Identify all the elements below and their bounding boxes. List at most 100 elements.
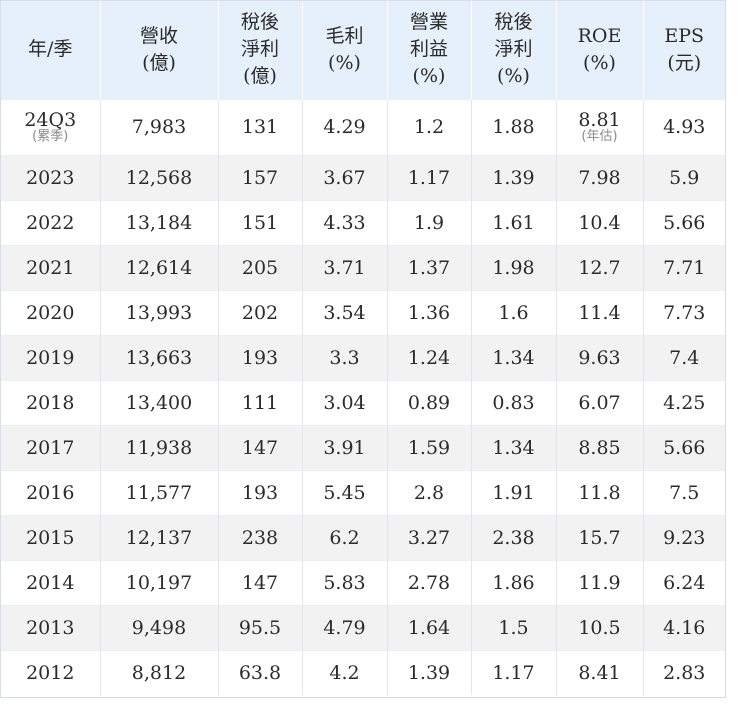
header-net-income-line: (億) (243, 65, 277, 88)
cell-net-margin: 1.34 (471, 424, 557, 470)
cell-net-income: 131 (218, 98, 303, 155)
cell-operating-margin: 1.2 (387, 98, 472, 155)
cell-net-margin: 1.39 (471, 154, 557, 200)
cell-revenue: 13,993 (100, 289, 219, 335)
cell-period: 2017 (1, 424, 101, 470)
cell-roe: 7.98 (556, 154, 644, 200)
cell-net-margin: 1.86 (471, 559, 557, 605)
cell-eps: 5.66 (643, 424, 725, 470)
cell-net-income: 205 (218, 244, 303, 290)
cell-gross-margin: 6.2 (302, 514, 388, 560)
cell-gross-margin: 5.83 (302, 559, 388, 605)
cell-net-income: 151 (218, 199, 303, 245)
header-operating-margin: 營業 利益 (%) (387, 1, 472, 99)
cell-roe: 15.7 (556, 514, 644, 560)
cell-roe: 9.63 (556, 334, 644, 380)
table-row: 2014 10,197 147 5.83 2.78 1.86 11.9 6.24 (1, 559, 725, 605)
header-gross-margin-line: 毛利 (325, 24, 364, 47)
cell-roe: 12.7 (556, 244, 644, 290)
cell-net-income: 193 (218, 469, 303, 515)
cell-gross-margin: 4.79 (302, 604, 388, 650)
cell-gross-margin: 3.91 (302, 424, 388, 470)
cell-revenue: 13,663 (100, 334, 219, 380)
header-net-margin-line: 稅後 (494, 11, 533, 34)
header-net-margin-line: (%) (497, 65, 530, 88)
cell-eps: 6.24 (643, 559, 725, 605)
cell-roe: 6.07 (556, 379, 644, 425)
cell-operating-margin: 1.59 (387, 424, 472, 470)
cell-net-margin: 1.91 (471, 469, 557, 515)
period-label: 24Q3 (24, 108, 77, 131)
cell-operating-margin: 1.64 (387, 604, 472, 650)
cell-period: 2018 (1, 379, 101, 425)
cell-net-income: 202 (218, 289, 303, 335)
table-row: 2015 12,137 238 6.2 3.27 2.38 15.7 9.23 (1, 514, 725, 560)
header-net-margin: 稅後 淨利 (%) (471, 1, 557, 99)
cell-period: 2019 (1, 334, 101, 380)
cell-period: 2012 (1, 649, 101, 695)
cell-roe: 8.85 (556, 424, 644, 470)
cell-operating-margin: 2.8 (387, 469, 472, 515)
cell-period: 2016 (1, 469, 101, 515)
header-revenue-line: 營收 (139, 24, 178, 47)
cell-roe: 11.4 (556, 289, 644, 335)
cell-net-income: 147 (218, 559, 303, 605)
cell-gross-margin: 3.71 (302, 244, 388, 290)
cell-revenue: 7,983 (100, 98, 219, 155)
header-gross-margin-line: (%) (328, 51, 361, 74)
cell-period: 24Q3 (累季) (1, 98, 101, 155)
cell-roe: 8.41 (556, 649, 644, 695)
cell-operating-margin: 1.24 (387, 334, 472, 380)
table-row: 2022 13,184 151 4.33 1.9 1.61 10.4 5.66 (1, 199, 725, 245)
cell-net-income: 147 (218, 424, 303, 470)
cell-operating-margin: 1.36 (387, 289, 472, 335)
cell-revenue: 11,938 (100, 424, 219, 470)
cell-roe: 8.81 (年估) (556, 98, 644, 155)
table-row: 2023 12,568 157 3.67 1.17 1.39 7.98 5.9 (1, 154, 725, 200)
roe-value: 8.81 (578, 108, 621, 131)
cell-eps: 5.66 (643, 199, 725, 245)
period-note: (累季) (32, 128, 69, 144)
table-header-row: 年/季 營收 (億) 稅後 淨利 (億) 毛利 (%) 營業 利益 (%) 稅後 淨利 (%) ROE (%)… (1, 1, 725, 99)
header-roe: ROE (%) (556, 1, 644, 99)
cell-operating-margin: 0.89 (387, 379, 472, 425)
cell-net-margin: 1.6 (471, 289, 557, 335)
cell-revenue: 12,568 (100, 154, 219, 200)
cell-gross-margin: 3.04 (302, 379, 388, 425)
cell-eps: 7.5 (643, 469, 725, 515)
header-revenue: 營收 (億) (100, 1, 219, 99)
header-net-income-line: 淨利 (240, 38, 279, 61)
cell-revenue: 13,184 (100, 199, 219, 245)
header-eps-line: (元) (667, 51, 702, 74)
cell-gross-margin: 5.45 (302, 469, 388, 515)
header-operating-margin-line: 營業 (409, 11, 448, 34)
cell-net-margin: 1.17 (471, 649, 557, 695)
header-net-income-line: 稅後 (240, 11, 279, 34)
table-row: 2018 13,400 111 3.04 0.89 0.83 6.07 4.25 (1, 379, 725, 425)
table-row: 2021 12,614 205 3.71 1.37 1.98 12.7 7.71 (1, 244, 725, 290)
cell-roe: 11.9 (556, 559, 644, 605)
cell-net-income: 111 (218, 379, 303, 425)
table-row: 2012 8,812 63.8 4.2 1.39 1.17 8.41 2.83 (1, 649, 725, 695)
cell-revenue: 12,614 (100, 244, 219, 290)
table-row: 2013 9,498 95.5 4.79 1.64 1.5 10.5 4.16 (1, 604, 725, 650)
roe-note: (年估) (581, 128, 618, 144)
header-eps: EPS (元) (643, 1, 725, 99)
table-row: 2019 13,663 193 3.3 1.24 1.34 9.63 7.4 (1, 334, 725, 380)
cell-gross-margin: 4.2 (302, 649, 388, 695)
cell-roe: 10.5 (556, 604, 644, 650)
financial-table-container: 年/季 營收 (億) 稅後 淨利 (億) 毛利 (%) 營業 利益 (%) 稅後 淨利 (%) ROE (%)… (0, 0, 726, 698)
cell-eps: 4.16 (643, 604, 725, 650)
cell-net-income: 157 (218, 154, 303, 200)
cell-gross-margin: 3.3 (302, 334, 388, 380)
cell-net-margin: 1.88 (471, 98, 557, 155)
table-row: 2016 11,577 193 5.45 2.8 1.91 11.8 7.5 (1, 469, 725, 515)
cell-eps: 7.71 (643, 244, 725, 290)
header-gross-margin: 毛利 (%) (302, 1, 388, 99)
cell-gross-margin: 4.33 (302, 199, 388, 245)
cell-net-margin: 2.38 (471, 514, 557, 560)
cell-revenue: 13,400 (100, 379, 219, 425)
cell-operating-margin: 1.9 (387, 199, 472, 245)
cell-roe: 10.4 (556, 199, 644, 245)
cell-operating-margin: 1.37 (387, 244, 472, 290)
